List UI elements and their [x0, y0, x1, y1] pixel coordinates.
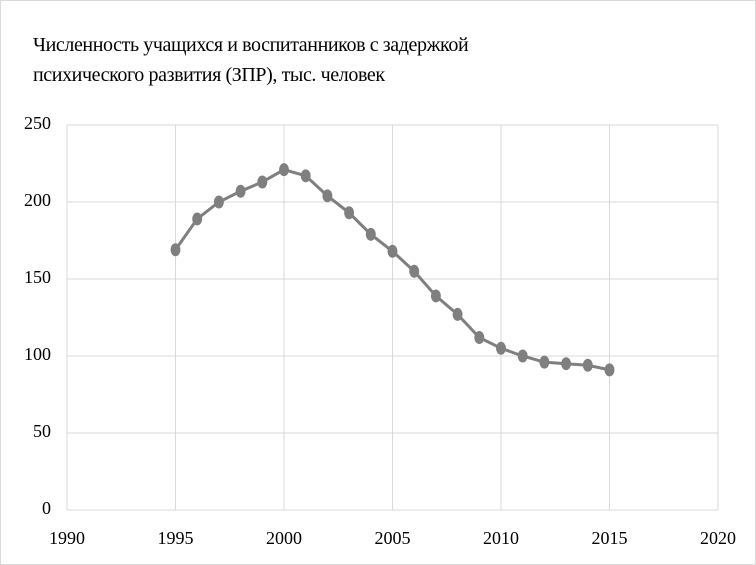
x-tick-label: 1990 [49, 528, 85, 548]
data-point [604, 363, 615, 377]
y-tick-label: 100 [24, 344, 51, 364]
data-point [561, 357, 572, 371]
x-tick-label: 2015 [592, 528, 628, 548]
y-tick-label: 50 [33, 421, 51, 441]
y-tick-label: 150 [24, 267, 51, 287]
data-point [279, 163, 289, 177]
data-point [235, 184, 246, 198]
data-point [257, 175, 268, 189]
x-tick-label: 2005 [375, 528, 411, 548]
x-tick-label: 2000 [266, 528, 302, 548]
data-point [452, 307, 463, 321]
data-point [409, 264, 420, 278]
data-point [192, 212, 203, 226]
data-point [300, 169, 311, 183]
data-point [517, 349, 528, 363]
data-point [344, 206, 355, 220]
data-point [539, 355, 550, 369]
data-point [474, 331, 485, 345]
x-tick-label: 2010 [483, 528, 519, 548]
x-tick-label: 1995 [158, 528, 194, 548]
data-point [387, 244, 398, 258]
data-point [430, 289, 441, 303]
data-point [582, 358, 593, 372]
y-tick-label: 250 [24, 113, 51, 133]
x-tick-label: 2020 [700, 528, 736, 548]
data-point [322, 189, 333, 203]
y-tick-label: 200 [24, 190, 51, 210]
data-point [213, 195, 224, 209]
y-tick-label: 0 [42, 498, 51, 518]
data-point [170, 243, 181, 257]
data-point [365, 227, 376, 241]
chart-title: Численность учащихся и воспитанников с з… [33, 34, 469, 86]
data-point [496, 341, 506, 355]
